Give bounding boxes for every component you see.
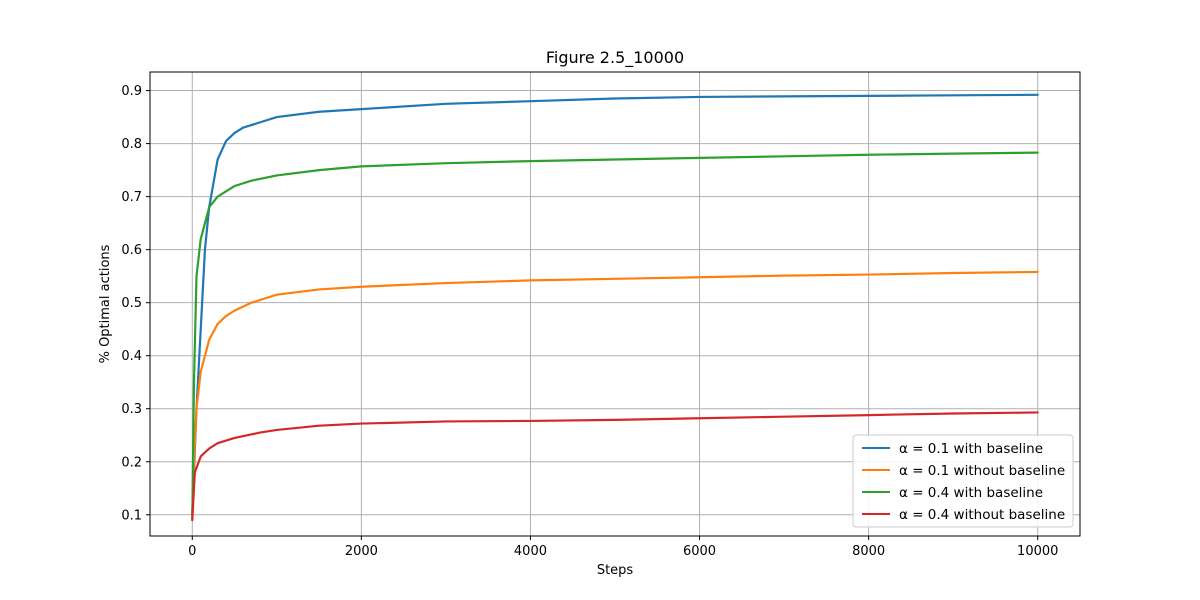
x-tick-label: 2000 <box>345 544 378 559</box>
x-tick-label: 6000 <box>683 544 716 559</box>
legend-box <box>852 434 1074 528</box>
x-axis-label: Steps <box>597 563 634 578</box>
axes: 0 2000 4000 6000 8000 10000 0.1 0.2 0.3 0.4 0.5 0.6… <box>121 84 1058 559</box>
legend-label: α = 0.1 with baseline <box>899 441 1043 457</box>
series-line-2 <box>191 270 1039 516</box>
legend-label: α = 0.4 with baseline <box>899 485 1043 501</box>
series-line-4 <box>191 411 1039 522</box>
legend-label: α = 0.4 without baseline <box>899 507 1065 523</box>
y-tick-label: 0.3 <box>121 402 142 417</box>
x-tick-label: 8000 <box>852 544 885 559</box>
y-axis-label: % Optimal actions <box>98 244 113 363</box>
y-tick-label: 0.8 <box>121 137 142 152</box>
series-lines <box>191 93 1039 522</box>
grid <box>150 72 1080 536</box>
x-tick-label: 10000 <box>1017 544 1058 559</box>
legend-label: α = 0.1 without baseline <box>899 463 1065 479</box>
series-line-1 <box>191 93 1039 516</box>
plot-frame <box>149 71 1081 537</box>
chart-title: Figure 2.5_10000 <box>546 48 684 68</box>
y-tick-label: 0.1 <box>121 508 142 523</box>
legend: α = 0.1 with baseline α = 0.1 without bas… <box>852 434 1074 528</box>
x-tick-label: 4000 <box>514 544 547 559</box>
y-tick-label: 0.9 <box>121 84 142 99</box>
y-tick-label: 0.2 <box>121 455 142 470</box>
y-tick-label: 0.6 <box>121 243 142 258</box>
y-tick-label: 0.4 <box>121 349 142 364</box>
series-line-3 <box>191 151 1039 522</box>
y-tick-label: 0.7 <box>121 190 142 205</box>
y-tick-label: 0.5 <box>121 296 142 311</box>
x-tick-label: 0 <box>188 544 196 559</box>
